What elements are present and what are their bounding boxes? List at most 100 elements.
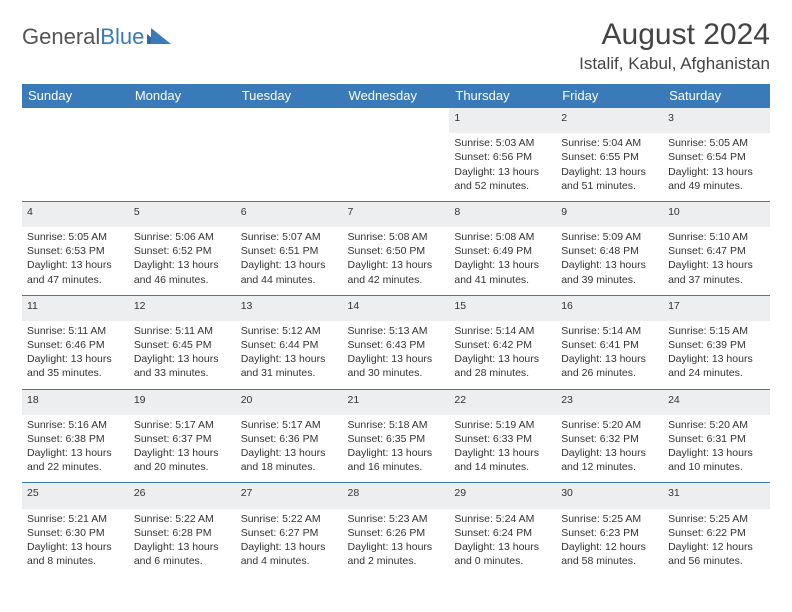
day-number-cell: 30 <box>556 483 663 509</box>
daylight-line: Daylight: 12 hours and 58 minutes. <box>561 540 658 568</box>
sunset-line: Sunset: 6:32 PM <box>561 432 658 446</box>
daylight-line: Daylight: 13 hours and 22 minutes. <box>27 446 124 474</box>
daylight-line: Daylight: 13 hours and 16 minutes. <box>348 446 445 474</box>
day-number-cell: 26 <box>129 483 236 509</box>
sunrise-line: Sunrise: 5:12 AM <box>241 324 338 338</box>
day-number-cell: 31 <box>663 483 770 509</box>
sunrise-line: Sunrise: 5:17 AM <box>134 418 231 432</box>
day-detail-cell: Sunrise: 5:17 AMSunset: 6:36 PMDaylight:… <box>236 415 343 483</box>
sunset-line: Sunset: 6:37 PM <box>134 432 231 446</box>
day-number-row: 45678910 <box>22 201 770 227</box>
brand-part1: General <box>22 24 100 50</box>
sunset-line: Sunset: 6:45 PM <box>134 338 231 352</box>
day-number-cell: 23 <box>556 389 663 415</box>
sunset-line: Sunset: 6:23 PM <box>561 526 658 540</box>
daylight-line: Daylight: 12 hours and 56 minutes. <box>668 540 765 568</box>
day-detail-cell <box>22 133 129 201</box>
sunset-line: Sunset: 6:38 PM <box>27 432 124 446</box>
sunset-line: Sunset: 6:47 PM <box>668 244 765 258</box>
sunrise-line: Sunrise: 5:11 AM <box>27 324 124 338</box>
sunset-line: Sunset: 6:41 PM <box>561 338 658 352</box>
day-detail-cell: Sunrise: 5:13 AMSunset: 6:43 PMDaylight:… <box>343 321 450 389</box>
day-detail-cell: Sunrise: 5:14 AMSunset: 6:41 PMDaylight:… <box>556 321 663 389</box>
daylight-line: Daylight: 13 hours and 24 minutes. <box>668 352 765 380</box>
day-detail-cell: Sunrise: 5:09 AMSunset: 6:48 PMDaylight:… <box>556 227 663 295</box>
day-number-cell: 24 <box>663 389 770 415</box>
daylight-line: Daylight: 13 hours and 31 minutes. <box>241 352 338 380</box>
sunset-line: Sunset: 6:50 PM <box>348 244 445 258</box>
day-detail-cell: Sunrise: 5:17 AMSunset: 6:37 PMDaylight:… <box>129 415 236 483</box>
sunset-line: Sunset: 6:33 PM <box>454 432 551 446</box>
weekday-header-row: Sunday Monday Tuesday Wednesday Thursday… <box>22 84 770 108</box>
daylight-line: Daylight: 13 hours and 47 minutes. <box>27 258 124 286</box>
sunrise-line: Sunrise: 5:18 AM <box>348 418 445 432</box>
day-detail-cell: Sunrise: 5:11 AMSunset: 6:45 PMDaylight:… <box>129 321 236 389</box>
sunrise-line: Sunrise: 5:08 AM <box>348 230 445 244</box>
day-number-cell: 15 <box>449 295 556 321</box>
sunset-line: Sunset: 6:52 PM <box>134 244 231 258</box>
daylight-line: Daylight: 13 hours and 49 minutes. <box>668 165 765 193</box>
sunrise-line: Sunrise: 5:10 AM <box>668 230 765 244</box>
day-detail-cell: Sunrise: 5:07 AMSunset: 6:51 PMDaylight:… <box>236 227 343 295</box>
sunset-line: Sunset: 6:43 PM <box>348 338 445 352</box>
daylight-line: Daylight: 13 hours and 42 minutes. <box>348 258 445 286</box>
day-detail-cell <box>343 133 450 201</box>
daylight-line: Daylight: 13 hours and 41 minutes. <box>454 258 551 286</box>
day-detail-cell: Sunrise: 5:03 AMSunset: 6:56 PMDaylight:… <box>449 133 556 201</box>
day-detail-cell: Sunrise: 5:20 AMSunset: 6:31 PMDaylight:… <box>663 415 770 483</box>
sunset-line: Sunset: 6:28 PM <box>134 526 231 540</box>
day-number-cell: 12 <box>129 295 236 321</box>
day-number-cell: 6 <box>236 201 343 227</box>
sunrise-line: Sunrise: 5:08 AM <box>454 230 551 244</box>
daylight-line: Daylight: 13 hours and 33 minutes. <box>134 352 231 380</box>
sunrise-line: Sunrise: 5:11 AM <box>134 324 231 338</box>
sunrise-line: Sunrise: 5:03 AM <box>454 136 551 150</box>
daylight-line: Daylight: 13 hours and 8 minutes. <box>27 540 124 568</box>
sunset-line: Sunset: 6:22 PM <box>668 526 765 540</box>
day-number-row: 11121314151617 <box>22 295 770 321</box>
calendar-table: Sunday Monday Tuesday Wednesday Thursday… <box>22 84 770 576</box>
daylight-line: Daylight: 13 hours and 52 minutes. <box>454 165 551 193</box>
brand-part2: Blue <box>100 24 144 50</box>
sunrise-line: Sunrise: 5:23 AM <box>348 512 445 526</box>
day-detail-cell: Sunrise: 5:08 AMSunset: 6:49 PMDaylight:… <box>449 227 556 295</box>
sunrise-line: Sunrise: 5:19 AM <box>454 418 551 432</box>
day-detail-cell <box>129 133 236 201</box>
daylight-line: Daylight: 13 hours and 37 minutes. <box>668 258 765 286</box>
day-detail-cell: Sunrise: 5:04 AMSunset: 6:55 PMDaylight:… <box>556 133 663 201</box>
sunset-line: Sunset: 6:30 PM <box>27 526 124 540</box>
weekday-header: Tuesday <box>236 84 343 108</box>
sunrise-line: Sunrise: 5:25 AM <box>668 512 765 526</box>
day-detail-row: Sunrise: 5:11 AMSunset: 6:46 PMDaylight:… <box>22 321 770 389</box>
sunrise-line: Sunrise: 5:07 AM <box>241 230 338 244</box>
sunset-line: Sunset: 6:49 PM <box>454 244 551 258</box>
sunrise-line: Sunrise: 5:21 AM <box>27 512 124 526</box>
weekday-header: Saturday <box>663 84 770 108</box>
day-number-cell: 7 <box>343 201 450 227</box>
day-number-cell: 29 <box>449 483 556 509</box>
sunset-line: Sunset: 6:55 PM <box>561 150 658 164</box>
day-number-cell: 21 <box>343 389 450 415</box>
sunset-line: Sunset: 6:54 PM <box>668 150 765 164</box>
weekday-header: Friday <box>556 84 663 108</box>
sunset-line: Sunset: 6:39 PM <box>668 338 765 352</box>
day-number-cell: 20 <box>236 389 343 415</box>
day-number-cell: 25 <box>22 483 129 509</box>
day-detail-cell <box>236 133 343 201</box>
sunset-line: Sunset: 6:48 PM <box>561 244 658 258</box>
day-number-cell: 28 <box>343 483 450 509</box>
day-number-cell: 4 <box>22 201 129 227</box>
daylight-line: Daylight: 13 hours and 18 minutes. <box>241 446 338 474</box>
sunrise-line: Sunrise: 5:22 AM <box>241 512 338 526</box>
day-detail-row: Sunrise: 5:21 AMSunset: 6:30 PMDaylight:… <box>22 509 770 577</box>
sunset-line: Sunset: 6:24 PM <box>454 526 551 540</box>
day-number-cell: 2 <box>556 108 663 134</box>
day-number-cell <box>129 108 236 134</box>
day-detail-cell: Sunrise: 5:20 AMSunset: 6:32 PMDaylight:… <box>556 415 663 483</box>
daylight-line: Daylight: 13 hours and 2 minutes. <box>348 540 445 568</box>
sunset-line: Sunset: 6:56 PM <box>454 150 551 164</box>
sunrise-line: Sunrise: 5:15 AM <box>668 324 765 338</box>
sunset-line: Sunset: 6:26 PM <box>348 526 445 540</box>
weekday-header: Wednesday <box>343 84 450 108</box>
sunrise-line: Sunrise: 5:14 AM <box>561 324 658 338</box>
